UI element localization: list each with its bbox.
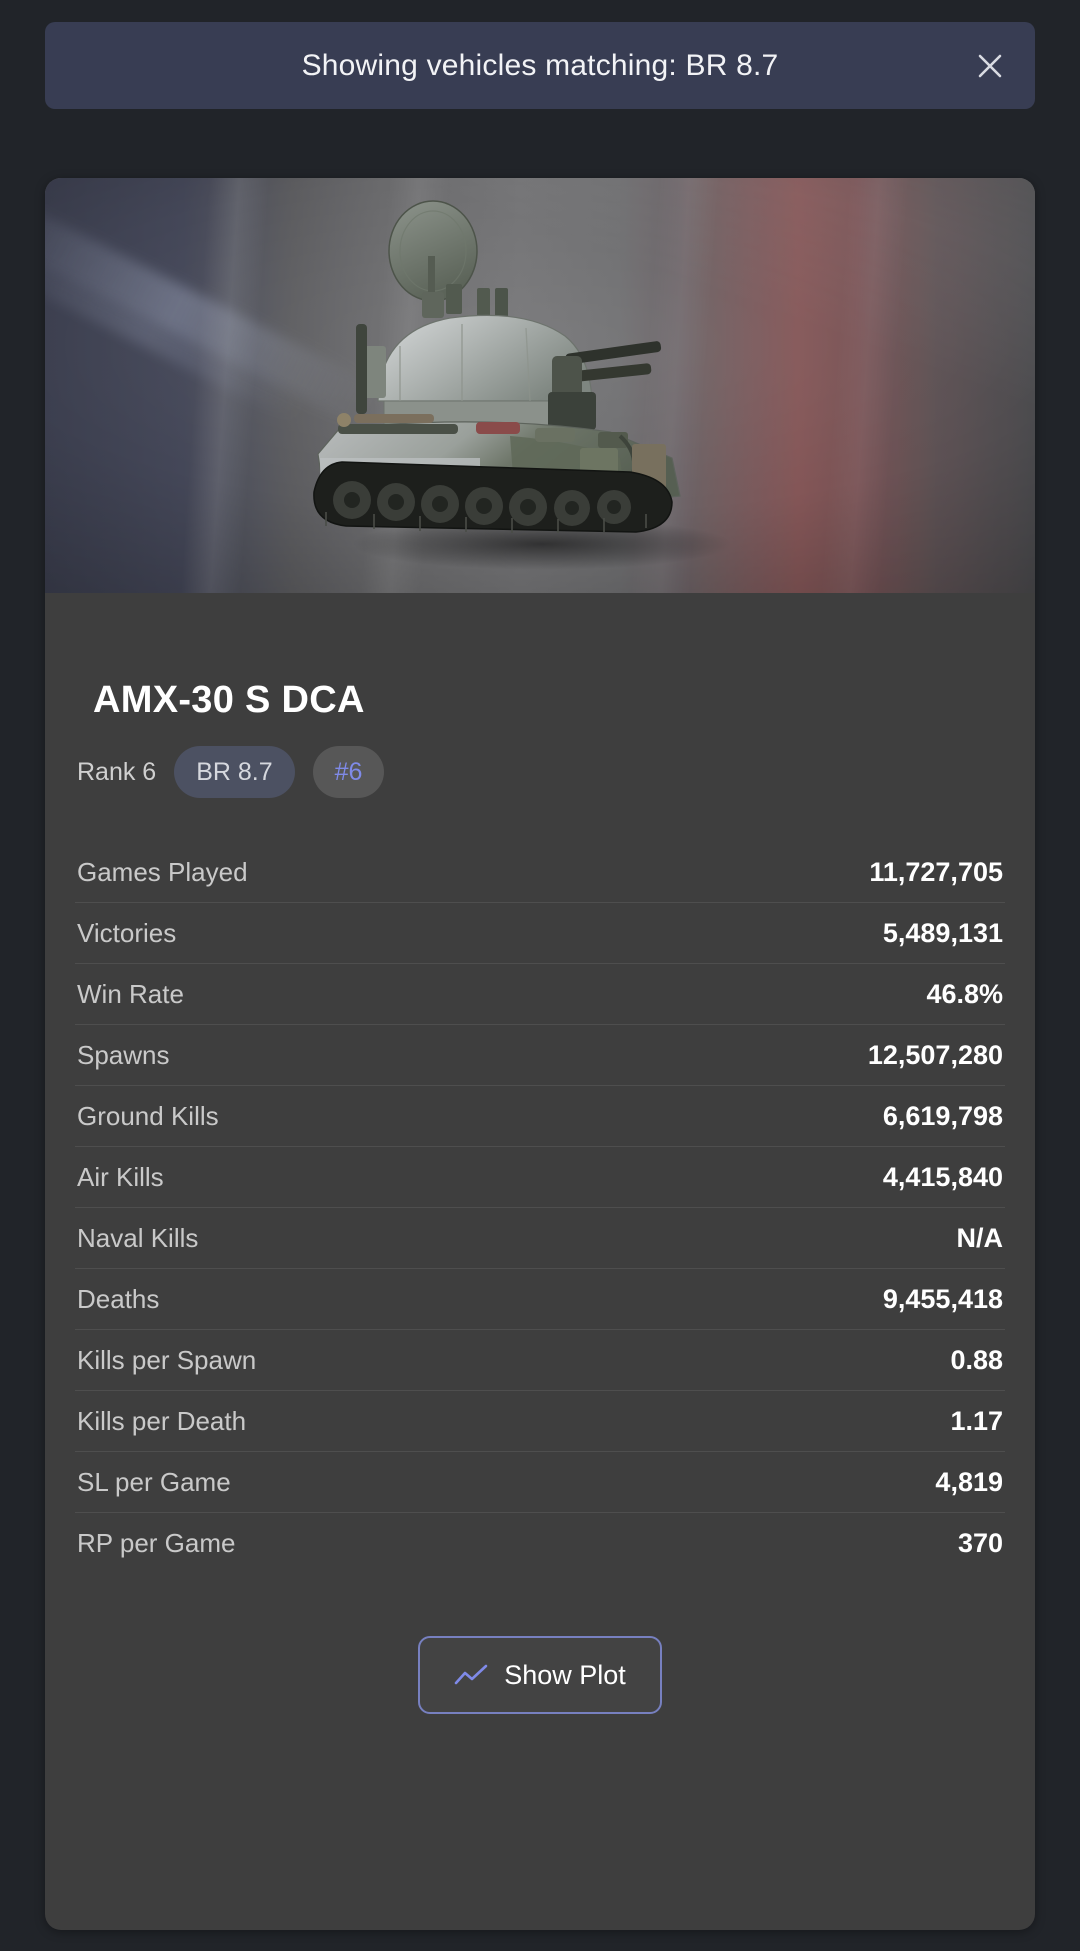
br-badge: BR 8.7 [174, 746, 295, 798]
rank-position-badge: #6 [312, 746, 385, 798]
filter-banner-text: Showing vehicles matching: BR 8.7 [301, 48, 779, 82]
stat-label: Victories [77, 917, 177, 948]
stat-label: Win Rate [77, 978, 184, 1009]
table-row: SL per Game 4,819 [75, 1452, 1005, 1513]
vehicle-card: AMX-30 S DCA Rank 6 BR 8.7 #6 Games Play… [45, 178, 1035, 1930]
stat-value: 5,489,131 [882, 917, 1003, 948]
stat-label: Spawns [77, 1039, 170, 1070]
vehicle-meta-badges: Rank 6 BR 8.7 #6 [75, 746, 1035, 798]
table-row: Kills per Spawn 0.88 [75, 1330, 1005, 1391]
table-row: Games Played 11,727,705 [75, 842, 1005, 903]
stat-value: 9,455,418 [882, 1283, 1003, 1314]
stat-value: 11,727,705 [869, 856, 1003, 887]
stat-label: Deaths [77, 1283, 160, 1314]
table-row: RP per Game 370 [75, 1513, 1005, 1574]
stat-label: Games Played [77, 856, 248, 887]
vehicle-name: AMX-30 S DCA [93, 679, 365, 721]
close-icon[interactable] [967, 43, 1013, 89]
stat-value: 46.8% [926, 978, 1003, 1009]
table-row: Spawns 12,507,280 [75, 1025, 1005, 1086]
line-chart-icon [454, 1664, 488, 1686]
stat-label: Kills per Death [77, 1405, 247, 1436]
stat-value: 1.17 [950, 1405, 1003, 1436]
table-row: Naval Kills N/A [75, 1208, 1005, 1269]
table-row: Win Rate 46.8% [75, 964, 1005, 1025]
stat-label: Ground Kills [77, 1100, 219, 1131]
show-plot-label: Show Plot [504, 1659, 626, 1690]
stat-label: Kills per Spawn [77, 1344, 257, 1375]
stat-label: SL per Game [77, 1466, 231, 1497]
rank-label: Rank 6 [77, 757, 157, 786]
stat-value: 4,819 [935, 1466, 1003, 1497]
stat-label: Air Kills [77, 1161, 164, 1192]
table-row: Air Kills 4,415,840 [75, 1147, 1005, 1208]
stat-label: RP per Game [77, 1528, 236, 1558]
table-row: Kills per Death 1.17 [75, 1391, 1005, 1452]
stat-value: 0.88 [950, 1344, 1003, 1375]
vehicle-hero-image [45, 178, 1035, 593]
stat-value: 4,415,840 [882, 1161, 1003, 1192]
stat-value: 370 [957, 1528, 1003, 1558]
stat-value: N/A [956, 1222, 1004, 1253]
stat-label: Naval Kills [77, 1222, 199, 1253]
tank-illustration [280, 196, 800, 586]
show-plot-button[interactable]: Show Plot [418, 1636, 662, 1714]
filter-banner: Showing vehicles matching: BR 8.7 [45, 22, 1035, 109]
table-row: Deaths 9,455,418 [75, 1269, 1005, 1330]
table-row: Victories 5,489,131 [75, 903, 1005, 964]
stat-value: 6,619,798 [882, 1100, 1003, 1131]
table-row: Ground Kills 6,619,798 [75, 1086, 1005, 1147]
stat-value: 12,507,280 [867, 1039, 1003, 1070]
stats-list: Games Played 11,727,705 Victories 5,489,… [75, 842, 1005, 1574]
actions-row: Show Plot [45, 1636, 1035, 1714]
